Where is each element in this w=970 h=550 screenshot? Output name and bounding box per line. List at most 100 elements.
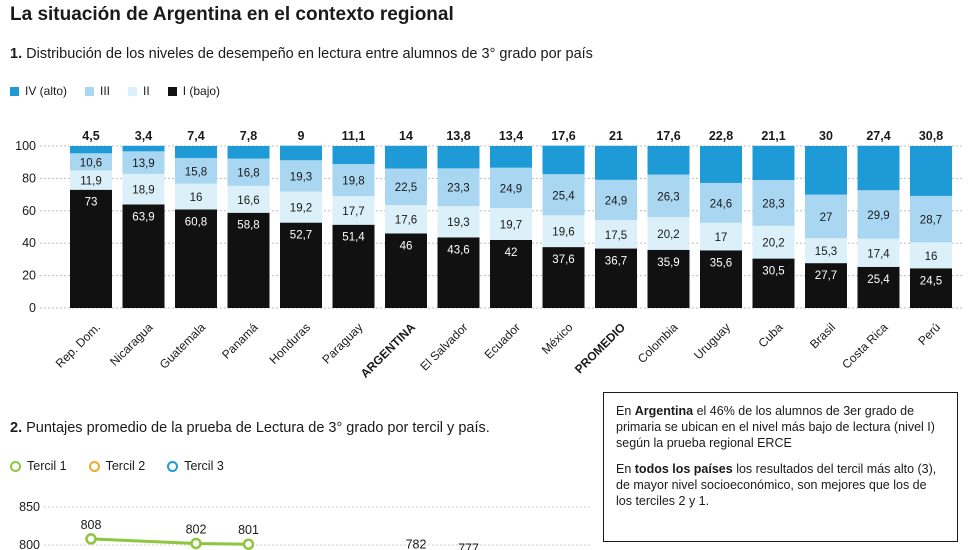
bar-segment-iii: [490, 167, 532, 209]
bar-segment-iv: [385, 145, 427, 169]
segment-label: 17,7: [342, 206, 364, 218]
y-tick-label: 100: [15, 139, 36, 153]
y-tick-label: 800: [19, 538, 40, 550]
category-label: Colombia: [635, 320, 681, 366]
bar-segment-iv: [542, 145, 585, 175]
segment-label: 23,3: [447, 183, 469, 195]
bar-segment-i: [700, 250, 742, 308]
category-label: Ecuador: [482, 320, 524, 362]
bar-segment-i: [542, 247, 585, 308]
legend-label: III: [100, 84, 111, 98]
segment-label: 26,3: [657, 191, 679, 203]
category-label: ARGENTINA: [358, 320, 419, 381]
info-text: los resultados del tercil más alto (3), …: [616, 462, 937, 508]
legend-item-t1: Tercil 1: [10, 459, 67, 473]
segment-label: 28,7: [920, 215, 942, 227]
bar-segment-ii: [647, 217, 690, 250]
data-label: 801: [238, 523, 259, 537]
bar-segment-iv: [280, 145, 322, 161]
segment-label: 10,6: [80, 157, 102, 169]
segment-label: 17,6: [395, 215, 417, 227]
bar-segment-iii: [332, 163, 375, 197]
legend-label: Tercil 1: [27, 459, 67, 473]
segment-label: 19,8: [342, 176, 364, 188]
segment-label: 28,3: [762, 198, 784, 210]
bar-segment-ii: [805, 238, 847, 264]
category-label: Cuba: [755, 320, 785, 350]
segment-label: 36,7: [605, 256, 627, 268]
bar-segment-ii: [542, 215, 585, 248]
top-value-label: 27,4: [866, 129, 890, 143]
category-label: Costa Rica: [839, 320, 891, 372]
bar-segment-i: [437, 237, 480, 308]
info-highlight: Argentina: [634, 404, 694, 418]
bar-segment-iv: [857, 145, 900, 191]
bar-segment-ii: [227, 185, 270, 213]
bar-segment-ii: [280, 191, 322, 223]
y-tick-label: 60: [22, 204, 36, 218]
info-text: En: [616, 462, 635, 476]
category-label: Honduras: [266, 320, 313, 367]
chart2-legend: Tercil 1 Tercil 2 Tercil 3: [10, 459, 224, 473]
y-tick-label: 850: [19, 500, 40, 514]
series-line-t1: [90, 537, 249, 546]
segment-label: 24,6: [710, 198, 732, 210]
segment-label: 24,5: [920, 275, 942, 287]
bar-segment-ii: [857, 238, 900, 267]
bar-segment-i: [910, 268, 952, 308]
bar-segment-ii: [910, 242, 952, 269]
bar-segment-iii: [857, 190, 900, 239]
bar-segment-ii: [70, 170, 112, 190]
data-label: 808: [81, 518, 102, 532]
segment-label: 24,9: [500, 183, 522, 195]
bar-segment-iv: [175, 146, 217, 158]
stacked-bar-chart: 0 20 40 60 80 100 73 11,9 10,6 4,5 Rep. Dom. 63,9 18…: [15, 129, 962, 381]
segment-label: 13,9: [132, 158, 154, 170]
legend-swatch: [10, 86, 19, 96]
top-value-label: 9: [298, 129, 305, 143]
legend-item-ii: II: [128, 84, 150, 98]
y-tick-label: 20: [22, 269, 36, 283]
info-text: En: [616, 404, 635, 418]
bar-segment-iv: [122, 145, 165, 152]
info-paragraph-all-countries: En todos los países los resultados del t…: [616, 461, 945, 509]
bar-segment-ii: [490, 208, 532, 240]
bar-segment-ii: [437, 206, 480, 238]
page-title: La situación de Argentina en el contexto…: [10, 4, 454, 25]
bar-segment-iv: [332, 146, 375, 164]
category-label: Paraguay: [319, 320, 365, 366]
top-value-label: 4,5: [82, 129, 99, 143]
segment-label: 43,6: [447, 244, 469, 256]
info-box: En Argentina el 46% de los alumnos de 3e…: [603, 392, 958, 542]
bar-segment-iv: [752, 145, 795, 181]
bar-segment-iii: [542, 174, 585, 216]
segment-label: 27,7: [815, 270, 837, 282]
bar-segment-iv: [490, 146, 532, 168]
segment-label: 60,8: [185, 217, 207, 229]
line-chart: 800 850 808 802 801 782 777: [19, 500, 590, 550]
bar-segment-iv: [437, 146, 480, 169]
bar-segment-i: [490, 239, 532, 308]
bar-segment-ii: [700, 222, 742, 251]
category-label: Rep. Dom.: [53, 320, 103, 370]
segment-label: 25,4: [867, 274, 890, 286]
bar-segment-iv: [70, 146, 112, 154]
top-value-label: 30,8: [919, 129, 943, 143]
segment-label: 19,2: [290, 203, 312, 215]
segment-label: 19,3: [447, 217, 469, 229]
segment-label: 35,9: [657, 257, 679, 269]
bar-segment-ii: [175, 183, 217, 210]
legend-label: IV (alto): [25, 84, 68, 98]
bar-segment-i: [857, 266, 900, 308]
bar-segment-iii: [700, 182, 742, 223]
segment-label: 20,2: [762, 238, 784, 250]
segment-label: 15,3: [815, 246, 837, 258]
data-label: 777: [458, 541, 479, 550]
segment-label: 24,9: [605, 196, 627, 208]
bar-segment-i: [752, 258, 795, 308]
bar-segment-iii: [122, 151, 165, 174]
category-label: Nicaragua: [107, 320, 156, 369]
bar-segment-iv: [700, 146, 742, 183]
bar-segment-iii: [175, 157, 217, 184]
bar-segment-iii: [595, 179, 637, 221]
